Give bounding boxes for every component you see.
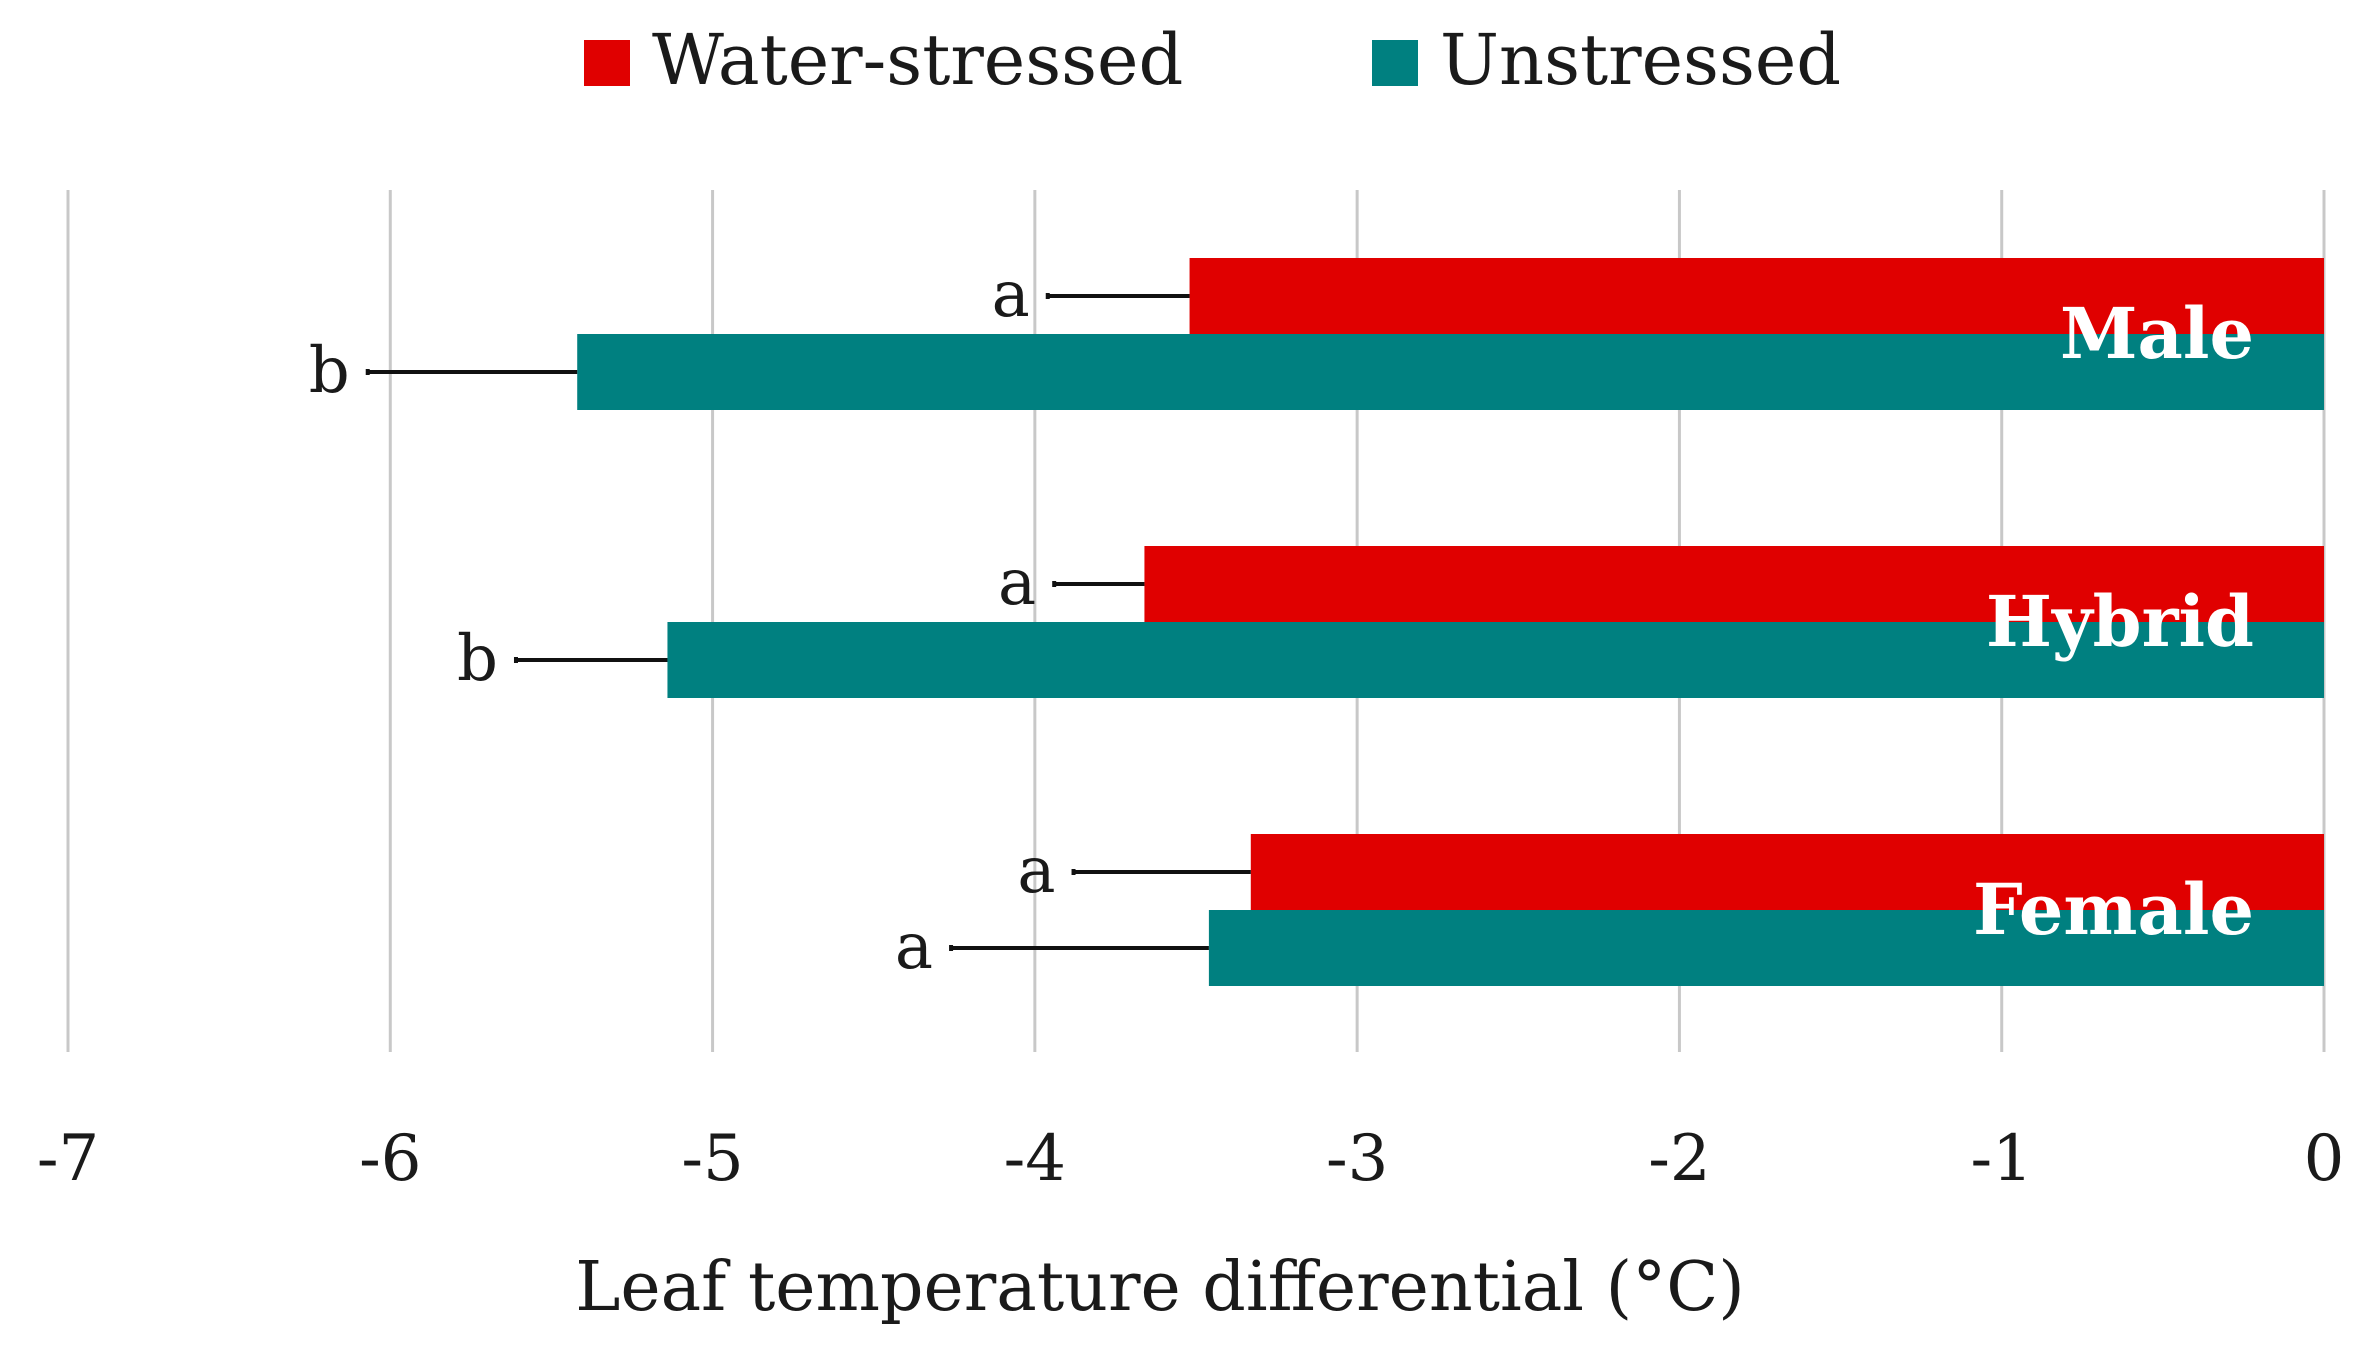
bar-water-stressed-female xyxy=(1250,834,2324,910)
bar-unstressed-male xyxy=(577,334,2324,410)
significance-letter: b xyxy=(457,622,498,696)
x-tick-label: -7 xyxy=(37,1122,99,1196)
legend: Water-stressed Unstressed xyxy=(584,19,1841,101)
bar-unstressed-hybrid xyxy=(667,622,2324,698)
significance-letters: a b a b a a xyxy=(309,258,1056,984)
significance-letter: a xyxy=(992,258,1030,332)
legend-swatch-water-stressed xyxy=(584,40,630,86)
x-tick-label: -3 xyxy=(1326,1122,1388,1196)
category-label-female: Female xyxy=(1973,868,2254,951)
x-tick-label: -1 xyxy=(1971,1122,2033,1196)
legend-label-water-stressed: Water-stressed xyxy=(652,19,1183,101)
x-tick-label: 0 xyxy=(2304,1122,2345,1196)
bars xyxy=(577,258,2324,986)
category-label-hybrid: Hybrid xyxy=(1986,580,2254,663)
legend-label-unstressed: Unstressed xyxy=(1440,19,1841,101)
x-tick-label: -5 xyxy=(681,1122,743,1196)
x-tick-label: -4 xyxy=(1004,1122,1066,1196)
x-tick-labels: -7 -6 -5 -4 -3 -2 -1 0 xyxy=(37,1122,2345,1196)
legend-swatch-unstressed xyxy=(1372,40,1418,86)
significance-letter: b xyxy=(309,334,350,408)
significance-letter: a xyxy=(1017,834,1055,908)
x-tick-label: -2 xyxy=(1648,1122,1710,1196)
bar-unstressed-female xyxy=(1208,910,2324,986)
bar-water-stressed-hybrid xyxy=(1144,546,2324,622)
significance-letter: a xyxy=(998,546,1036,620)
error-bars xyxy=(365,293,1251,951)
significance-letter: a xyxy=(895,910,933,984)
category-label-male: Male xyxy=(2060,292,2254,375)
bar-water-stressed-male xyxy=(1189,258,2324,334)
x-tick-label: -6 xyxy=(359,1122,421,1196)
x-axis-label: Leaf temperature differential (°C) xyxy=(575,1248,1745,1327)
category-labels: Male Hybrid Female xyxy=(1973,292,2254,951)
